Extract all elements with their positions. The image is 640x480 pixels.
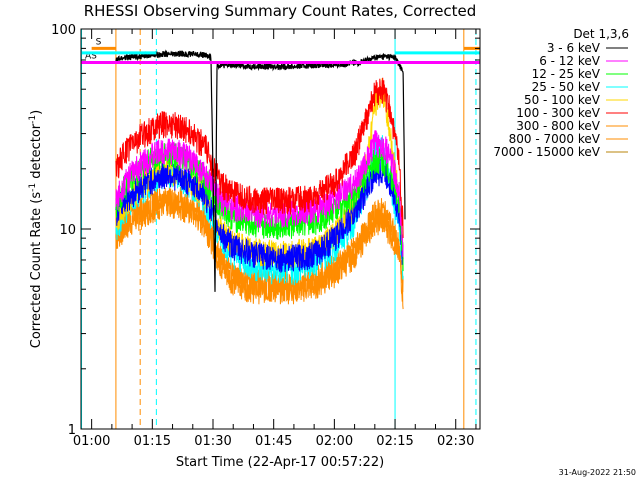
y-axis-label-middle: detector [29, 123, 44, 183]
legend-label-1: 6 - 12 keV [539, 54, 601, 68]
series-line-5 [115, 77, 404, 239]
y-tick-label-2: 100 [51, 23, 76, 38]
legend-label-3: 25 - 50 keV [532, 80, 601, 94]
y-axis-label-main: Corrected Count Rate (s [29, 192, 44, 349]
x-tick-label-5: 02:15 [376, 434, 413, 449]
x-axis-label: Start Time (22-Apr-17 00:57:22) [176, 455, 384, 470]
legend-label-4: 50 - 100 keV [524, 93, 601, 107]
legend-label-8: 7000 - 15000 keV [493, 145, 600, 159]
legend-label-0: 3 - 6 keV [547, 41, 601, 55]
y-axis-label-superscript: -1 [28, 183, 38, 192]
flag-label-0: S [96, 37, 102, 47]
y-tick-label-1: 10 [59, 223, 76, 238]
flag-label-1: AS [85, 51, 97, 61]
x-tick-label-2: 01:30 [194, 434, 231, 449]
legend-label-7: 800 - 7000 keV [509, 132, 601, 146]
x-tick-label-3: 01:45 [255, 434, 292, 449]
y-tick-label-0: 1 [68, 423, 76, 438]
chart-title: RHESSI Observing Summary Count Rates, Co… [84, 2, 477, 20]
x-tick-label-0: 01:00 [73, 434, 110, 449]
plot-data-layer [81, 29, 477, 429]
x-tick-label-1: 01:15 [134, 434, 171, 449]
series-line-1 [115, 130, 404, 257]
legend-label-2: 12 - 25 keV [532, 67, 601, 81]
flag-layer: S AS [81, 37, 480, 64]
footer-timestamp: 31-Aug-2022 21:50 [559, 468, 636, 477]
y-axis-label-end: ) [29, 110, 44, 115]
legend-label-6: 300 - 800 keV [516, 119, 600, 133]
axis-layer: 1 10 100 01:00 01:15 01:30 01:45 02:00 02:15 02:3… [51, 23, 481, 449]
y-axis-label: Corrected Count Rate (s-1 detector-1) [28, 110, 44, 348]
x-tick-label-4: 02:00 [316, 434, 353, 449]
legend-title: Det 1,3,6 [573, 27, 629, 41]
x-tick-label-6: 02:30 [437, 434, 474, 449]
series-line-7 [115, 187, 404, 298]
y-axis-label-superscript-2: -1 [28, 115, 38, 124]
legend-label-5: 100 - 300 keV [516, 106, 600, 120]
